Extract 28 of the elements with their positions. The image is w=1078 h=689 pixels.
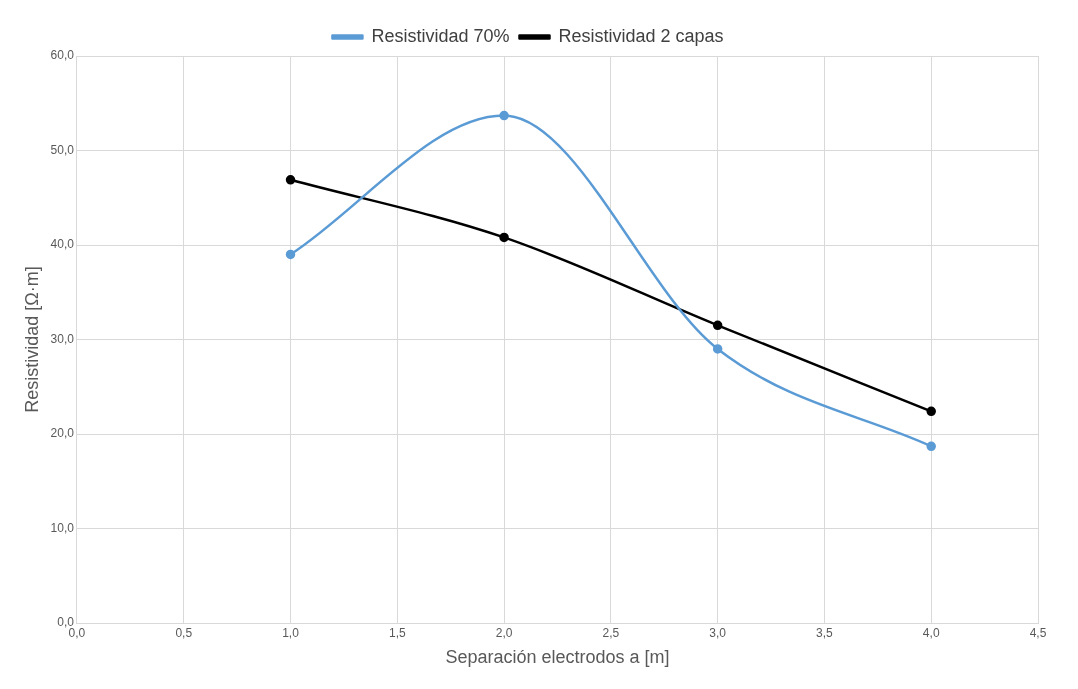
point bbox=[926, 406, 936, 417]
y-axis-title: Resistividad [Ω·m] bbox=[21, 266, 42, 413]
x-tick-label: 1,0 bbox=[282, 625, 300, 640]
point bbox=[499, 110, 509, 121]
x-tick-label: 2,0 bbox=[495, 625, 513, 640]
point bbox=[499, 232, 509, 243]
legend-label: Resistividad 2 capas bbox=[558, 25, 724, 46]
y-tick-label: 10,0 bbox=[50, 520, 75, 535]
x-tick-label: 3,5 bbox=[816, 625, 834, 640]
legend-label: Resistividad 70% bbox=[371, 25, 510, 46]
x-tick-label: 0,5 bbox=[175, 625, 193, 640]
y-tick-label: 30,0 bbox=[50, 331, 75, 346]
point bbox=[712, 320, 723, 331]
point bbox=[712, 344, 723, 354]
x-tick-label: 1,5 bbox=[388, 625, 406, 640]
y-tick-label: 40,0 bbox=[50, 237, 75, 252]
x-tick-label: 4,0 bbox=[922, 625, 940, 640]
x-tick-label: 3,0 bbox=[709, 625, 727, 640]
y-tick-label: 50,0 bbox=[50, 142, 75, 157]
y-tick-label: 60,0 bbox=[50, 48, 75, 63]
y-tick-label: 20,0 bbox=[50, 426, 75, 441]
point bbox=[285, 249, 296, 260]
x-tick-label: 4,5 bbox=[1029, 625, 1047, 640]
x-tick-label: 2,5 bbox=[602, 625, 620, 640]
x-tick-label: 0,0 bbox=[68, 625, 86, 640]
point bbox=[926, 441, 936, 452]
x-axis-title: Separación electrodos a [m] bbox=[445, 647, 670, 668]
point bbox=[285, 175, 296, 185]
